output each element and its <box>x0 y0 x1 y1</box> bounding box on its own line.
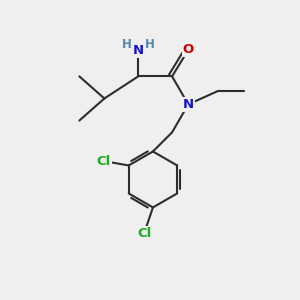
Text: N: N <box>133 44 144 57</box>
Text: N: N <box>183 98 194 111</box>
Text: H: H <box>122 38 132 51</box>
Text: Cl: Cl <box>137 227 151 240</box>
Text: Cl: Cl <box>97 154 111 167</box>
Text: H: H <box>145 38 154 51</box>
Text: O: O <box>183 44 194 56</box>
